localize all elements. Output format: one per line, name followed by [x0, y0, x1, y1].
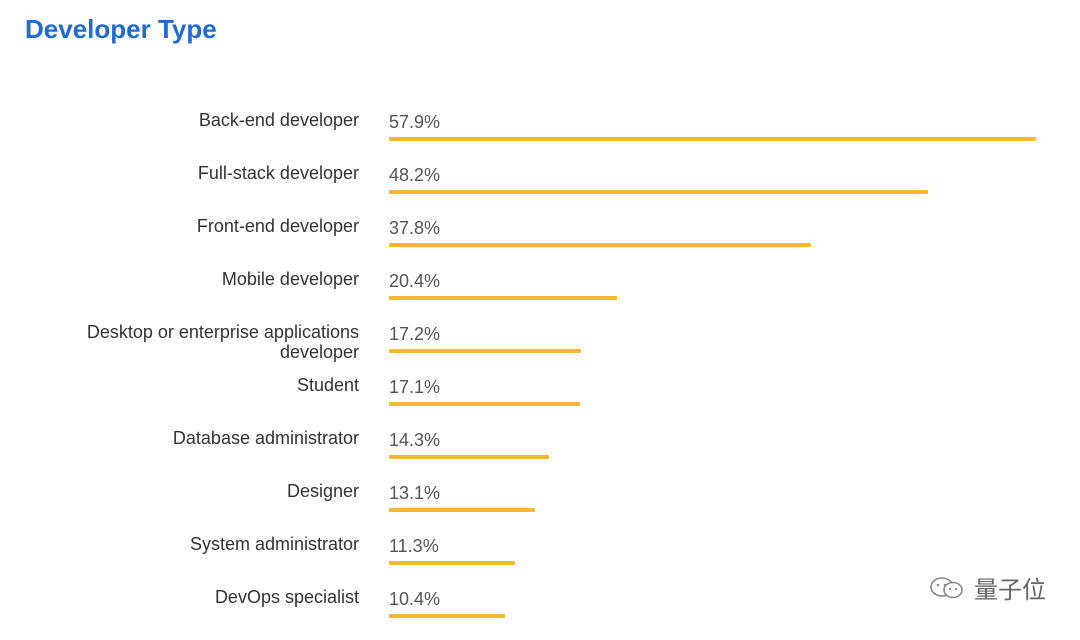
category-label: Desktop or enterprise applications devel… [86, 322, 359, 362]
value-label: 17.1% [389, 377, 441, 397]
bar [389, 508, 535, 512]
bar-row: Desktop or enterprise applications devel… [0, 322, 1080, 375]
bar-row: Front-end developer 37.8% [0, 216, 1080, 269]
category-label: Front-end developer [196, 216, 359, 236]
value-label: 20.4% [389, 271, 441, 291]
value-label: 57.9% [389, 112, 441, 132]
bar [389, 561, 515, 565]
bar-row: Designer 13.1% [0, 481, 1080, 534]
category-label: Student [296, 375, 359, 395]
value-label: 10.4% [389, 589, 441, 609]
bar [389, 190, 928, 194]
bar [389, 349, 581, 353]
watermark: 量子位 [928, 570, 1046, 605]
bar-row: Database administrator 14.3% [0, 428, 1080, 481]
category-label: Database administrator [172, 428, 359, 448]
category-label: Full-stack developer [197, 163, 359, 183]
chart-title: Developer Type [25, 14, 217, 44]
value-label: 48.2% [389, 165, 441, 185]
bar [389, 455, 549, 459]
value-label: 14.3% [389, 430, 441, 450]
category-label: Mobile developer [221, 269, 359, 289]
bar [389, 296, 617, 300]
category-label: System administrator [189, 534, 359, 554]
value-label: 13.1% [389, 483, 441, 503]
bar [389, 614, 505, 618]
bar [389, 402, 580, 406]
category-label: DevOps specialist [214, 587, 359, 607]
bar [389, 243, 811, 247]
wechat-icon [930, 576, 963, 598]
bar-row: Student 17.1% [0, 375, 1080, 428]
bar-row: Mobile developer 20.4% [0, 269, 1080, 322]
category-label: Designer [286, 481, 359, 501]
watermark-text: 量子位 [974, 576, 1046, 604]
bar-row: Full-stack developer 48.2% [0, 163, 1080, 216]
value-label: 37.8% [389, 218, 441, 238]
value-label: 17.2% [389, 324, 441, 344]
bar-row: Back-end developer 57.9% [0, 110, 1080, 163]
bar [389, 137, 1036, 141]
value-label: 11.3% [389, 536, 439, 556]
category-label: Back-end developer [198, 110, 359, 130]
bar-row: System administrator 11.3% [0, 534, 1080, 587]
bar-row: DevOps specialist 10.4% [0, 587, 1080, 640]
